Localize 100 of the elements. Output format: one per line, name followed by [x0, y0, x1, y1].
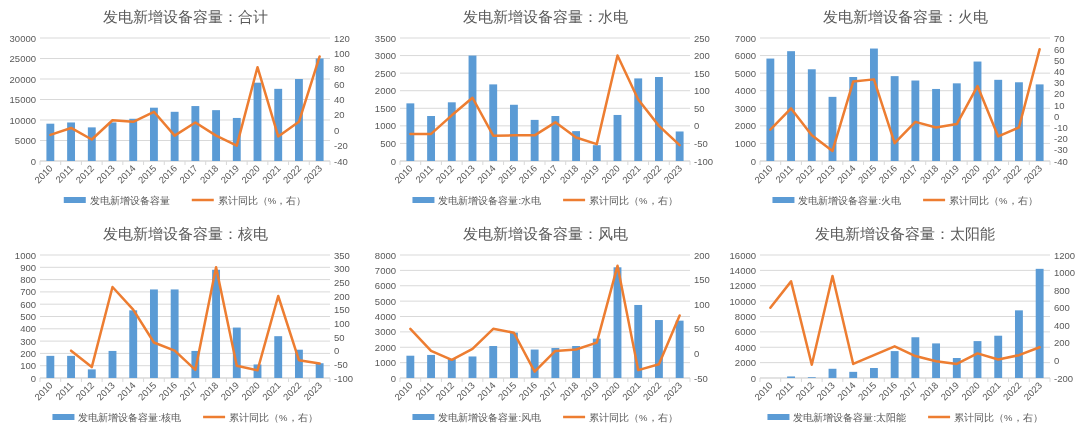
legend-label: 发电新增设备容量:水电 [438, 195, 542, 206]
y-tick-label: 2000 [374, 341, 396, 353]
y-tick-label: 0 [30, 155, 36, 167]
y-tick-label: 0 [750, 372, 756, 384]
bar [406, 355, 415, 378]
y2-tick-label: -20 [334, 140, 348, 152]
bar [170, 111, 179, 161]
bar [890, 76, 899, 161]
bar [530, 119, 539, 161]
y2-tick-label: -50 [334, 358, 348, 370]
bar [46, 123, 55, 161]
y2-tick-label: -20 [1054, 133, 1068, 145]
bar [274, 88, 283, 161]
y-tick-label: 0 [390, 155, 396, 167]
y-tick-label: 1000 [374, 120, 396, 132]
legend-label: 累计同比（%，右） [589, 195, 678, 206]
bar [766, 58, 775, 161]
y2-tick-label: -50 [694, 372, 708, 384]
chart-title: 发电新增设备容量：太阳能 [815, 225, 995, 242]
y2-tick-label: 70 [1054, 32, 1065, 44]
bar [551, 116, 560, 161]
y2-tick-label: -200 [1054, 372, 1074, 384]
y-tick-label: 4000 [734, 85, 756, 97]
y-tick-label: 2000 [374, 85, 396, 97]
bar [46, 355, 55, 378]
y2-tick-label: 30 [1054, 77, 1065, 89]
bar [212, 269, 221, 378]
y-tick-label: 3000 [374, 326, 396, 338]
y-tick-label: 1000 [374, 357, 396, 369]
chart-title: 发电新增设备容量：风电 [462, 225, 628, 242]
y-tick-label: 12000 [729, 280, 756, 292]
y2-tick-label: 50 [694, 323, 705, 335]
bar [890, 351, 899, 378]
y-tick-label: 5000 [14, 135, 36, 146]
bar [911, 80, 920, 161]
y-tick-label: 2500 [374, 67, 396, 79]
legend-label: 累计同比（%，右） [954, 412, 1043, 423]
y2-tick-label: -100 [694, 155, 714, 167]
y-tick-label: 6000 [734, 50, 756, 62]
y-tick-label: 0 [390, 372, 396, 384]
y-tick-label: 1000 [14, 249, 36, 261]
bar [315, 58, 324, 161]
y-tick-label: 2000 [734, 120, 756, 132]
y2-tick-label: -40 [1054, 155, 1068, 167]
legend-label: 累计同比（%，右） [589, 412, 678, 423]
bar [849, 371, 858, 378]
y-tick-label: 0 [750, 155, 756, 167]
y2-tick-label: 600 [1054, 302, 1070, 314]
y2-tick-label: 200 [1054, 337, 1070, 349]
legend-label: 发电新增设备容量:太阳能 [793, 412, 907, 423]
line-series [69, 266, 321, 372]
bar [1014, 82, 1023, 161]
y-tick-label: 7000 [734, 32, 756, 44]
y2-tick-label: -50 [694, 137, 708, 149]
legend-label: 发电新增设备容量:火电 [798, 195, 902, 206]
bar [274, 336, 283, 378]
y2-tick-label: 60 [334, 78, 345, 90]
y2-tick-label: 60 [1054, 43, 1065, 55]
y-tick-label: 8000 [374, 249, 396, 261]
bar [572, 346, 581, 378]
y-tick-label: 6000 [374, 280, 396, 292]
y-tick-label: 5000 [374, 295, 396, 307]
y-tick-label: 700 [20, 286, 36, 298]
bar [869, 48, 878, 161]
y-tick-label: 400 [20, 323, 36, 335]
chart-title: 发电新增设备容量：水电 [462, 8, 628, 25]
bar [932, 343, 941, 378]
bar [654, 320, 663, 378]
y2-tick-label: 20 [334, 109, 345, 121]
y-tick-label: 300 [20, 335, 36, 347]
bar [592, 145, 601, 161]
y-tick-label: 4000 [374, 311, 396, 322]
bar [807, 69, 816, 161]
y2-tick-label: 20 [1054, 88, 1065, 100]
line-series [49, 55, 321, 147]
bar [994, 79, 1003, 161]
y-tick-label: 1000 [734, 137, 756, 149]
y2-tick-label: 50 [334, 331, 345, 343]
y2-tick-label: 300 [334, 263, 350, 275]
y2-tick-label: 150 [694, 67, 710, 79]
y-tick-label: 500 [20, 311, 36, 322]
bar [1035, 268, 1044, 378]
bar [294, 79, 303, 161]
y-tick-label: 15000 [9, 94, 36, 105]
y2-tick-label: -40 [334, 155, 348, 167]
y2-tick-label: 0 [1054, 354, 1060, 366]
bar [447, 358, 456, 378]
y2-tick-label: 0 [334, 345, 340, 357]
y-tick-label: 7000 [374, 264, 396, 276]
y-tick-label: 3000 [374, 50, 396, 62]
y-tick-label: 3000 [734, 102, 756, 114]
y2-tick-label: 80 [334, 63, 345, 75]
y2-tick-label: 250 [694, 32, 710, 44]
y2-tick-label: 0 [334, 124, 340, 136]
y2-tick-label: 350 [334, 249, 350, 261]
bar [129, 310, 138, 378]
y2-tick-label: 50 [1054, 54, 1065, 66]
y-tick-label: 10000 [9, 114, 36, 126]
bar [315, 363, 324, 378]
bar [149, 289, 158, 378]
